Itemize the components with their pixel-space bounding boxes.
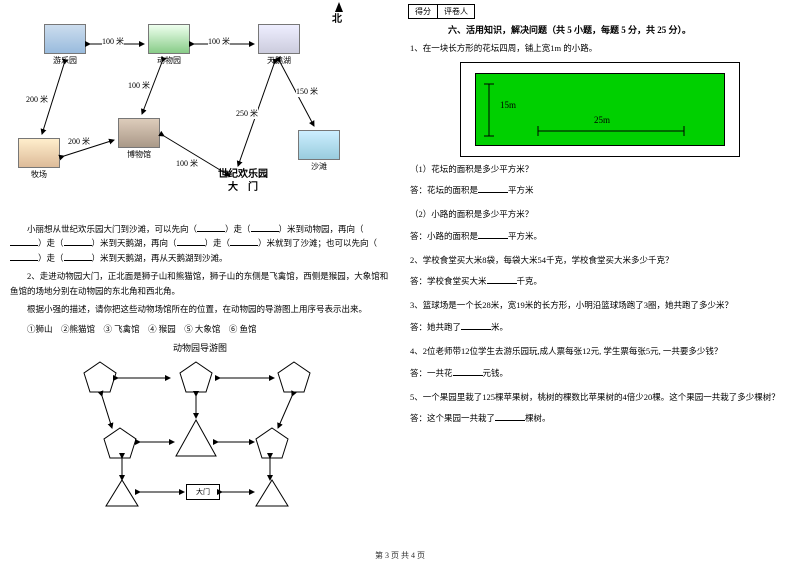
pentagon <box>102 426 138 460</box>
dist-3: 100 米 <box>128 80 150 91</box>
zoo-gate: 大门 <box>186 484 220 500</box>
a11a: 答：花坛的面积是 <box>410 185 478 195</box>
dim-height <box>480 82 498 138</box>
answer-3: 答：她共跑了 米。 <box>410 321 790 333</box>
bed-height-label: 15m <box>500 100 516 110</box>
p2a: ）走（ <box>38 238 64 248</box>
zoo-diagram: 大门 <box>60 356 340 506</box>
answer-blank[interactable] <box>453 367 483 376</box>
pentagon <box>254 426 290 460</box>
question-4: 4、2位老师带12位学生去游乐园玩,成人票每张12元, 学生票每张5元, 一共要… <box>410 345 790 359</box>
right-column: 得分 评卷人 六、活用知识，解决问题（共 5 小题，每题 5 分，共 25 分）… <box>400 0 800 540</box>
blank[interactable] <box>64 236 92 246</box>
score-label: 得分 <box>409 5 438 18</box>
a3a: 答：她共跑了 <box>410 322 461 332</box>
a5a: 答：这个果园一共栽了 <box>410 413 495 423</box>
pentagon <box>82 360 118 394</box>
a11b: 平方米 <box>508 185 534 195</box>
section-header: 六、活用知识，解决问题（共 5 小题，每题 5 分，共 25 分）。 <box>448 23 792 36</box>
question-2: 2、学校食堂买大米8袋，每袋大米54千克，学校食堂买大米多少千克？ <box>410 254 790 268</box>
a2a: 答：学校食堂买大米 <box>410 276 487 286</box>
answer-blank[interactable] <box>478 230 508 239</box>
para-instruction: 根据小强的描述，请你把这些动物场馆所在的位置，在动物园的导游图上用序号表示出来。 <box>10 302 390 316</box>
blank[interactable] <box>177 236 205 246</box>
blank[interactable] <box>10 236 38 246</box>
answer-blank[interactable] <box>487 275 517 284</box>
pentagon <box>178 360 214 394</box>
para-zoo-desc: 2、走进动物园大门，正北面是狮子山和熊猫馆，狮子山的东侧是飞禽馆，西侧是猴园，大… <box>10 269 390 298</box>
question-1-2: （2）小路的面积是多少平方米？ <box>410 208 790 222</box>
blank[interactable] <box>64 251 92 261</box>
dist-7: 100 米 <box>176 158 198 169</box>
a12b: 平方米。 <box>508 231 542 241</box>
p2d: ）米就到了沙滩；也可以先向（ <box>258 238 377 248</box>
blank[interactable] <box>10 251 38 261</box>
map-arrows <box>8 8 392 218</box>
dist-8: 200 米 <box>68 136 90 147</box>
a3b: 米。 <box>491 322 508 332</box>
score-box: 得分 评卷人 <box>408 4 475 19</box>
p2c: ）走（ <box>205 238 231 248</box>
answer-2: 答：学校食堂买大米 千克。 <box>410 275 790 287</box>
p2b: ）米到天鹅湖，再向（ <box>92 238 177 248</box>
a4a: 答：一共花 <box>410 368 453 378</box>
scenic-map: 北 游乐园 动物园 天鹅湖 牧场 博物馆 <box>8 8 392 218</box>
p3a: ）走（ <box>38 253 64 263</box>
a2b: 千克。 <box>517 276 543 286</box>
grader-label: 评卷人 <box>438 5 474 18</box>
fill-para-1: 小丽想从世纪欢乐园大门到沙滩，可以先向（ ）走（ ）米到动物园，再向（ ）走（ ）米到天… <box>10 222 390 265</box>
triangle-center <box>174 418 218 458</box>
answer-blank[interactable] <box>478 184 508 193</box>
a5b: 棵树。 <box>525 413 551 423</box>
question-1-1: （1）花坛的面积是多少平方米？ <box>410 163 790 177</box>
answer-5: 答：这个果园一共栽了 棵树。 <box>410 412 790 424</box>
question-1: 1、在一块长方形的花坛四周，铺上宽1m 的小路。 <box>410 42 790 56</box>
blank[interactable] <box>251 222 279 232</box>
page-footer: 第 3 页 共 4 页 <box>0 550 800 561</box>
answer-blank[interactable] <box>461 321 491 330</box>
question-3: 3、篮球场是一个长28米，宽19米的长方形，小明沿篮球场跑了3圈，她共跑了多少米… <box>410 299 790 313</box>
flowerbed-inner: 15m 25m <box>475 73 725 146</box>
dist-1: 100 米 <box>102 36 124 47</box>
question-5: 5、一个果园里栽了125棵苹果树，桃树的棵数比苹果树的4倍少20棵。这个果园一共… <box>410 391 790 405</box>
p1a: 小丽想从世纪欢乐园大门到沙滩，可以先向（ <box>27 224 197 234</box>
answer-1-1: 答：花坛的面积是 平方米 <box>410 184 790 196</box>
left-column: 北 游乐园 动物园 天鹅湖 牧场 博物馆 <box>0 0 400 540</box>
answer-4: 答：一共花 元钱。 <box>410 367 790 379</box>
dim-width <box>536 125 686 137</box>
answer-blank[interactable] <box>495 412 525 421</box>
dist-6: 250 米 <box>236 108 258 119</box>
blank[interactable] <box>230 236 258 246</box>
bed-width-label: 25m <box>594 115 610 125</box>
triangle <box>254 478 290 508</box>
p1c: ）米到动物园，再向（ <box>279 224 364 234</box>
pentagon <box>276 360 312 394</box>
a4b: 元钱。 <box>483 368 509 378</box>
flowerbed-figure: 15m 25m <box>460 62 740 157</box>
blank[interactable] <box>197 222 225 232</box>
triangle <box>104 478 140 508</box>
p3b: ）米到天鹅湖，再从天鹅湖到沙滩。 <box>92 253 228 263</box>
dist-5: 150 米 <box>296 86 318 97</box>
zoo-legend: ①狮山 ②熊猫馆 ③ 飞禽馆 ④ 猴园 ⑤ 大象馆 ⑥ 鱼馆 <box>10 323 390 335</box>
a12a: 答：小路的面积是 <box>410 231 478 241</box>
p1b: ）走（ <box>225 224 251 234</box>
dist-4: 200 米 <box>26 94 48 105</box>
answer-1-2: 答：小路的面积是 平方米。 <box>410 230 790 242</box>
zoo-diagram-title: 动物园导游图 <box>8 341 392 354</box>
dist-2: 100 米 <box>208 36 230 47</box>
